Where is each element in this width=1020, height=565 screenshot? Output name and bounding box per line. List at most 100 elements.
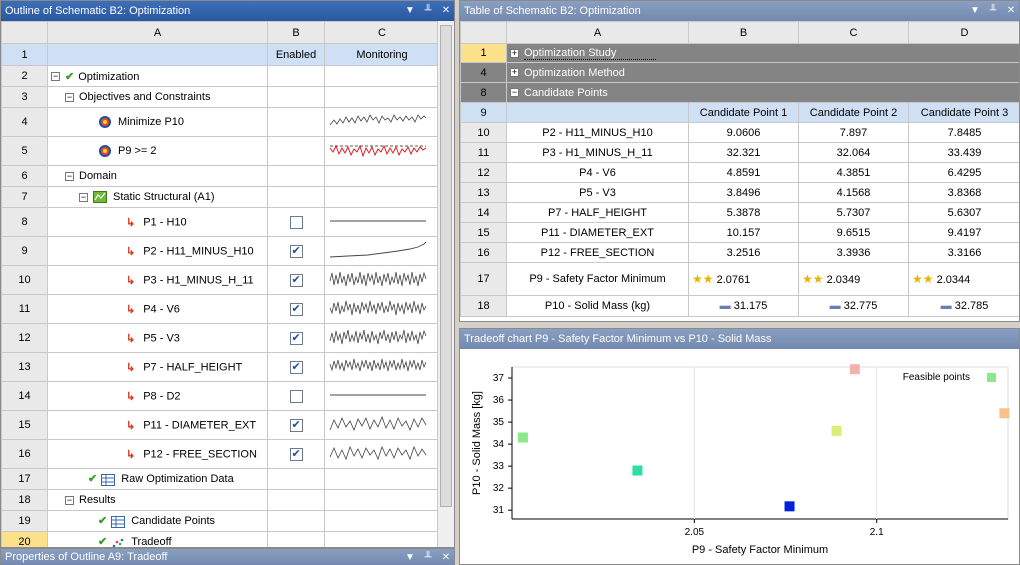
enabled-cell[interactable] [267,352,325,382]
value-cell[interactable]: ★★ 2.0344 [908,262,1019,296]
collapse-icon[interactable]: − [51,71,60,82]
enabled-cell[interactable] [267,294,325,324]
table-row[interactable]: 10 P2 - H11_MINUS_H10 9.0606 7.897 7.848… [460,122,1019,143]
value-cell[interactable]: 3.8368 [908,182,1019,203]
table-row[interactable]: 3 − Objectives and Constraints [1,86,440,108]
value-cell[interactable]: 4.3851 [798,162,909,183]
table-row[interactable]: 16 ↳ P12 - FREE_SECTION [1,439,440,469]
pin-icon[interactable]: ╨ [989,5,997,16]
value-cell[interactable]: 32.064 [798,142,909,163]
enabled-cell[interactable] [267,265,325,295]
enabled-cell[interactable] [267,381,325,411]
value-cell[interactable]: 3.2516 [688,242,799,263]
dropdown-icon[interactable]: ▼ [970,5,980,16]
value-cell[interactable]: ▬ 31.175 [688,295,799,317]
enabled-cell[interactable] [267,207,325,237]
pin-icon[interactable]: ╨ [424,552,432,563]
value-cell[interactable]: 6.4295 [908,162,1019,183]
table-row[interactable]: 17 P9 - Safety Factor Minimum ★★ 2.0761 … [460,262,1019,296]
value-cell[interactable]: 4.1568 [798,182,909,203]
enabled-checkbox[interactable] [289,244,303,258]
table-row[interactable]: 5 P9 >= 2 [1,136,440,166]
enabled-checkbox[interactable] [289,418,303,432]
value-cell[interactable]: 3.3936 [798,242,909,263]
section-row[interactable]: 8 − Candidate Points [460,82,1019,103]
collapse-icon[interactable]: − [65,170,74,181]
enabled-checkbox[interactable] [289,302,303,316]
value-cell[interactable]: 32.321 [688,142,799,163]
dropdown-icon[interactable]: ▼ [405,5,415,16]
enabled-checkbox[interactable] [289,215,303,229]
table-row[interactable]: 6 − Domain [1,165,440,187]
table-row[interactable]: 10 ↳ P3 - H1_MINUS_H_11 [1,265,440,295]
section-row[interactable]: 4 + Optimization Method [460,62,1019,83]
table-row[interactable]: 14 P7 - HALF_HEIGHT 5.3878 5.7307 5.6307 [460,202,1019,223]
value-cell[interactable]: 9.4197 [908,222,1019,243]
table-row-selected[interactable]: 20 ✔ Tradeoff [1,531,440,547]
section-row[interactable]: 1 + Optimization Study [460,43,1019,63]
collapse-icon[interactable]: − [65,91,74,102]
table-row[interactable]: 2 − ✔ Optimization [1,65,440,87]
value-cell[interactable]: 5.7307 [798,202,909,223]
table-row[interactable]: 7 − Static Structural (A1) [1,186,440,208]
enabled-checkbox[interactable] [289,389,303,403]
enabled-checkbox[interactable] [289,447,303,461]
table-row[interactable]: 18 P10 - Solid Mass (kg) ▬ 31.175 ▬ 32.7… [460,295,1019,317]
tree-cell[interactable]: Minimize P10 [47,107,268,137]
tree-cell[interactable]: ✔ Candidate Points [47,510,268,532]
close-icon[interactable]: ✕ [441,5,451,16]
value-cell[interactable]: ▬ 32.775 [798,295,909,317]
table-row[interactable]: 13 P5 - V3 3.8496 4.1568 3.8368 [460,182,1019,203]
outline-scrollbar[interactable] [437,21,454,547]
section-cell[interactable]: + Optimization Method [506,62,1019,83]
enabled-cell[interactable] [267,323,325,353]
tradeoff-scatter-chart[interactable]: 2.05 2.1 31 32 33 34 35 36 37 P9 - Safety Factor … [460,349,1020,564]
tree-cell[interactable]: − Results [47,489,268,511]
tree-cell[interactable]: − ✔ Optimization [47,65,268,87]
tree-cell[interactable]: ↳ P12 - FREE_SECTION [47,439,268,469]
table-row[interactable]: 13 ↳ P7 - HALF_HEIGHT [1,352,440,382]
tree-cell[interactable]: ↳ P1 - H10 [47,207,268,237]
tree-cell[interactable]: ↳ P8 - D2 [47,381,268,411]
enabled-checkbox[interactable] [289,331,303,345]
tree-cell[interactable]: − Objectives and Constraints [47,86,268,108]
table-row[interactable]: 12 P4 - V6 4.8591 4.3851 6.4295 [460,162,1019,183]
tree-cell[interactable]: ↳ P2 - H11_MINUS_H10 [47,236,268,266]
enabled-cell[interactable] [267,439,325,469]
expand-icon[interactable]: + [510,47,519,58]
value-cell[interactable]: 10.157 [688,222,799,243]
table-row[interactable]: 19 ✔ Candidate Points [1,510,440,532]
table-row[interactable]: 9 ↳ P2 - H11_MINUS_H10 [1,236,440,266]
section-cell[interactable]: − Candidate Points [506,82,1019,103]
table-row[interactable]: 15 P11 - DIAMETER_EXT 10.157 9.6515 9.41… [460,222,1019,243]
table-row[interactable]: 11 P3 - H1_MINUS_H_11 32.321 32.064 33.4… [460,142,1019,163]
tree-cell[interactable]: ↳ P4 - V6 [47,294,268,324]
value-cell[interactable]: 5.6307 [908,202,1019,223]
value-cell[interactable]: ★★ 2.0349 [798,262,909,296]
enabled-checkbox[interactable] [289,360,303,374]
table-row[interactable]: 15 ↳ P11 - DIAMETER_EXT [1,410,440,440]
value-cell[interactable]: ▬ 32.785 [908,295,1019,317]
table-row[interactable]: 4 Minimize P10 [1,107,440,137]
value-cell[interactable]: 7.897 [798,122,909,143]
value-cell[interactable]: 9.0606 [688,122,799,143]
enabled-checkbox[interactable] [289,273,303,287]
value-cell[interactable]: 5.3878 [688,202,799,223]
dropdown-icon[interactable]: ▼ [405,552,415,563]
expand-icon[interactable]: + [510,67,519,78]
value-cell[interactable]: 3.3166 [908,242,1019,263]
collapse-icon[interactable]: − [79,191,88,202]
tree-cell[interactable]: ↳ P5 - V3 [47,323,268,353]
table-row[interactable]: 18 − Results [1,489,440,511]
close-icon[interactable]: ✕ [441,552,451,563]
value-cell[interactable]: ★★ 2.0761 [688,262,799,296]
tree-cell[interactable]: ↳ P11 - DIAMETER_EXT [47,410,268,440]
value-cell[interactable]: 33.439 [908,142,1019,163]
collapse-icon[interactable]: − [65,494,74,505]
pin-icon[interactable]: ╨ [424,5,432,16]
section-cell[interactable]: + Optimization Study [506,43,1019,63]
table-row[interactable]: 8 ↳ P1 - H10 [1,207,440,237]
scroll-thumb[interactable] [440,25,452,507]
tree-cell[interactable]: − Static Structural (A1) [47,186,268,208]
close-icon[interactable]: ✕ [1006,5,1016,16]
